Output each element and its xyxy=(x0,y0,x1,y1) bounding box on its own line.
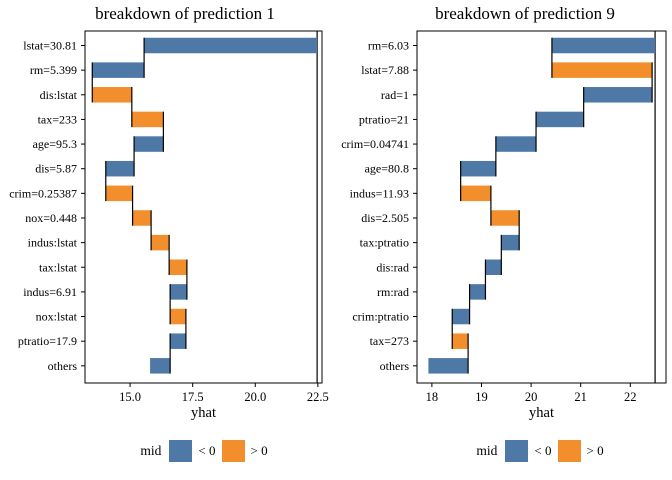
legend-swatch-negative-icon xyxy=(169,440,193,462)
x-tick-label: 19 xyxy=(475,390,488,404)
row-label: age=95.3 xyxy=(33,137,77,151)
row-label: lstat=7.88 xyxy=(361,63,409,77)
contribution-bar xyxy=(490,210,520,226)
legend: mid < 0 > 0 xyxy=(0,440,336,462)
contribution-bar xyxy=(150,358,171,374)
x-tick-label: 20.0 xyxy=(244,390,266,404)
x-axis-title: yhat xyxy=(191,405,216,420)
x-tick-label: 18 xyxy=(426,390,439,404)
contribution-bar xyxy=(469,284,486,300)
panel-border xyxy=(84,30,323,384)
contribution-bar xyxy=(151,234,170,251)
legend-swatch-positive-icon xyxy=(221,440,245,462)
contribution-bar xyxy=(170,333,186,349)
contribution-bar xyxy=(460,160,496,177)
contribution-bar xyxy=(92,87,132,103)
x-axis-title: yhat xyxy=(529,405,554,420)
row-label: indus:lstat xyxy=(28,236,78,250)
row-label: nox:lstat xyxy=(36,310,78,324)
row-label: ptratio=21 xyxy=(359,112,409,126)
x-tick-label: 22.5 xyxy=(307,390,329,404)
row-label: ptratio=17.9 xyxy=(18,334,77,348)
contribution-bar xyxy=(485,259,502,276)
row-label: crim=0.25387 xyxy=(9,186,77,200)
x-tick-label: 17.5 xyxy=(182,390,204,404)
contribution-bar xyxy=(536,111,584,128)
contribution-bar xyxy=(92,62,145,78)
contribution-bar xyxy=(134,136,164,152)
row-label: dis=2.505 xyxy=(361,211,409,225)
contribution-bar xyxy=(105,160,135,177)
panel-border xyxy=(416,30,667,384)
contribution-bar xyxy=(169,259,187,276)
contribution-bar xyxy=(131,111,164,128)
legend: mid < 0 > 0 xyxy=(336,440,672,462)
row-label: tax:lstat xyxy=(39,260,78,274)
chart-prediction-1: breakdown of prediction 1 lstat=30.81 rm=… xyxy=(0,4,336,462)
row-label: rm=5.399 xyxy=(30,63,77,77)
row-label: dis:lstat xyxy=(40,88,78,102)
legend-title: mid xyxy=(140,443,162,458)
contribution-bar xyxy=(170,284,187,300)
contribution-bar xyxy=(551,37,656,54)
legend-label-negative: < 0 xyxy=(198,443,216,458)
row-label: indus=11.93 xyxy=(350,186,409,200)
row-label: rm=6.03 xyxy=(368,39,409,53)
row-label: dis=5.87 xyxy=(35,162,77,176)
contribution-bar xyxy=(460,185,491,202)
row-label: lstat=30.81 xyxy=(23,39,77,53)
row-label: crim=0.04741 xyxy=(341,137,409,151)
contribution-bar xyxy=(495,136,537,152)
contribution-bar xyxy=(428,358,469,374)
chart-title: breakdown of prediction 1 xyxy=(95,4,275,23)
contribution-bar xyxy=(452,308,470,325)
row-label: crim:ptratio xyxy=(352,310,409,324)
x-tick-label: 20 xyxy=(525,390,538,404)
row-label: others xyxy=(380,359,410,373)
contribution-bar xyxy=(452,333,469,349)
row-label: dis:rad xyxy=(376,260,409,274)
contribution-bar xyxy=(583,87,653,103)
row-label: others xyxy=(48,359,78,373)
x-tick-label: 22 xyxy=(624,390,637,404)
chart-title: breakdown of prediction 9 xyxy=(435,4,615,23)
row-label: rad=1 xyxy=(381,88,409,102)
x-tick-label: 21 xyxy=(574,390,587,404)
row-label: nox=0.448 xyxy=(25,211,77,225)
x-tick-label: 15.0 xyxy=(119,390,141,404)
legend-title: mid xyxy=(476,443,498,458)
legend-label-negative: < 0 xyxy=(534,443,552,458)
legend-swatch-negative-icon xyxy=(505,440,529,462)
legend-label-positive: > 0 xyxy=(250,443,268,458)
contribution-bar xyxy=(144,37,318,54)
contribution-bar xyxy=(501,234,520,251)
row-label: tax=233 xyxy=(38,112,77,126)
contribution-bar xyxy=(170,308,186,325)
row-label: age=80.8 xyxy=(365,162,409,176)
chart-prediction-9: breakdown of prediction 9 rm=6.03 lstat=7… xyxy=(336,0,672,480)
row-label: tax=273 xyxy=(370,334,409,348)
row-label: tax:ptratio xyxy=(360,236,409,250)
contribution-bar xyxy=(551,62,653,78)
waterfall-plot: lstat=30.81 rm=5.399 dis:lstat tax=233 age=9… xyxy=(9,30,329,420)
contribution-bar xyxy=(132,210,152,226)
contribution-bar xyxy=(105,185,133,202)
row-label: rm:rad xyxy=(377,285,409,299)
legend-label-positive: > 0 xyxy=(586,443,604,458)
waterfall-plot: rm=6.03 lstat=7.88 rad=1 ptratio=21 crim=0.0… xyxy=(341,30,667,420)
legend-swatch-positive-icon xyxy=(557,440,581,462)
row-label: indus=6.91 xyxy=(23,285,77,299)
